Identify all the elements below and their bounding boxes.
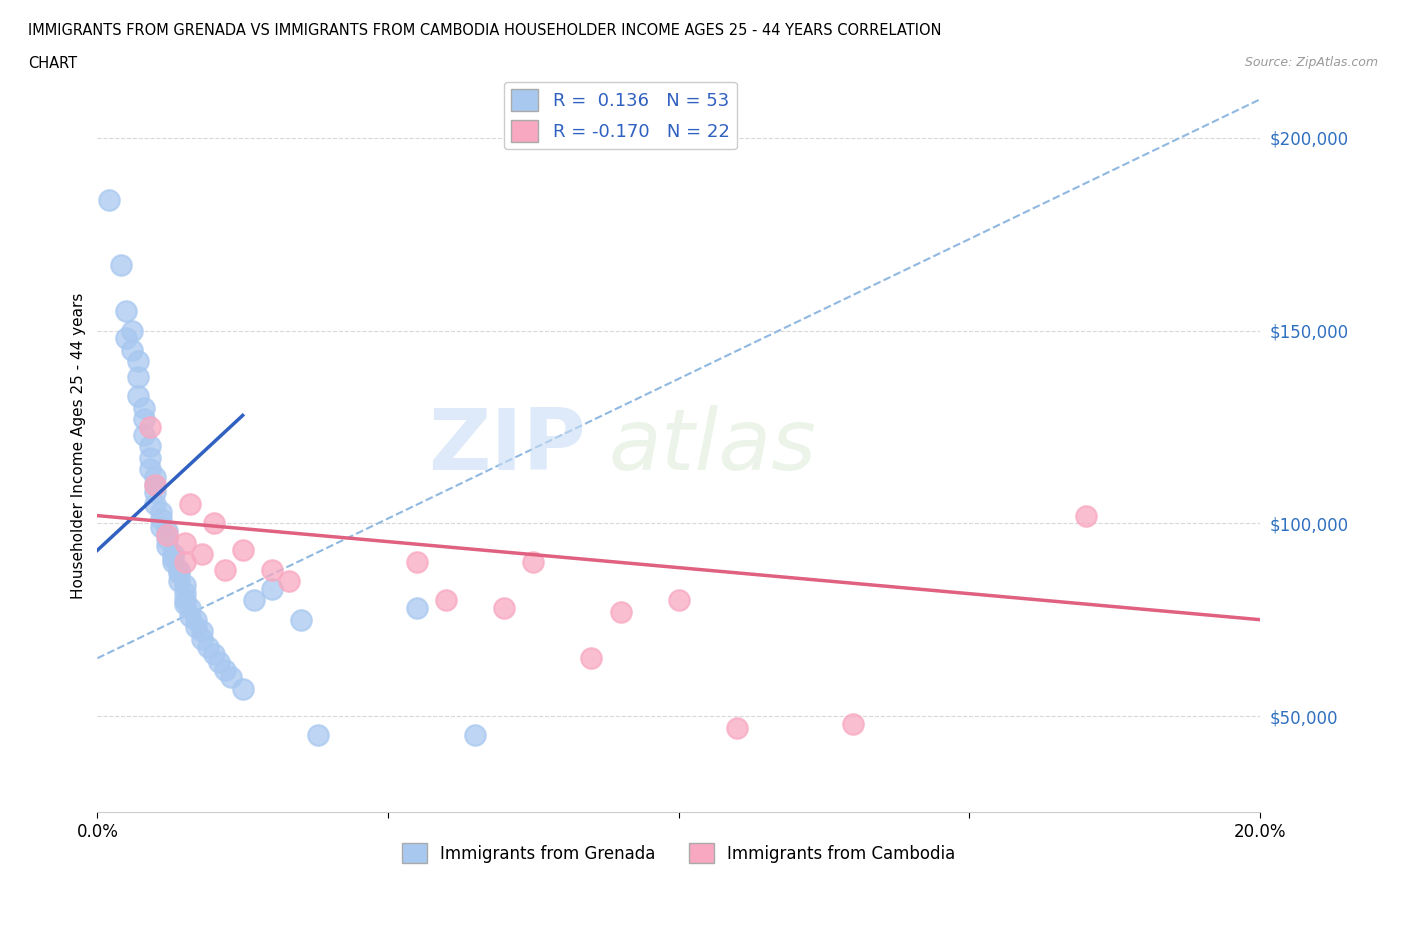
Point	[202, 516, 225, 531]
Point	[167, 562, 190, 577]
Point	[494, 601, 516, 616]
Point	[156, 539, 179, 554]
Point	[186, 620, 208, 635]
Point	[150, 504, 173, 519]
Point	[115, 304, 138, 319]
Point	[581, 651, 603, 666]
Point	[150, 520, 173, 535]
Point	[191, 631, 214, 646]
Point	[191, 624, 214, 639]
Point	[173, 597, 195, 612]
Point	[138, 462, 160, 477]
Point	[243, 593, 266, 608]
Point	[232, 682, 254, 697]
Point	[145, 477, 167, 492]
Point	[121, 342, 143, 357]
Point	[173, 585, 195, 600]
Point	[232, 543, 254, 558]
Point	[1074, 508, 1097, 523]
Point	[150, 512, 173, 527]
Point	[138, 419, 160, 434]
Point	[156, 531, 179, 546]
Point	[219, 670, 242, 684]
Point	[132, 427, 155, 442]
Point	[278, 574, 301, 589]
Point	[179, 601, 201, 616]
Point	[132, 400, 155, 415]
Point	[127, 354, 149, 369]
Point	[115, 331, 138, 346]
Point	[156, 524, 179, 538]
Point	[173, 593, 195, 608]
Point	[197, 639, 219, 654]
Y-axis label: Householder Income Ages 25 - 44 years: Householder Income Ages 25 - 44 years	[72, 293, 86, 600]
Point	[214, 662, 236, 677]
Point	[138, 439, 160, 454]
Text: IMMIGRANTS FROM GRENADA VS IMMIGRANTS FROM CAMBODIA HOUSEHOLDER INCOME AGES 25 -: IMMIGRANTS FROM GRENADA VS IMMIGRANTS FR…	[28, 23, 942, 38]
Point	[167, 574, 190, 589]
Point	[162, 554, 184, 569]
Point	[162, 547, 184, 562]
Point	[138, 450, 160, 465]
Point	[173, 578, 195, 592]
Point	[406, 554, 429, 569]
Point	[162, 551, 184, 565]
Point	[609, 604, 631, 619]
Point	[186, 612, 208, 627]
Point	[98, 193, 121, 207]
Point	[127, 369, 149, 384]
Point	[145, 477, 167, 492]
Point	[145, 470, 167, 485]
Point	[214, 562, 236, 577]
Text: Source: ZipAtlas.com: Source: ZipAtlas.com	[1244, 56, 1378, 69]
Point	[121, 324, 143, 339]
Point	[132, 412, 155, 427]
Point	[127, 389, 149, 404]
Point	[260, 562, 283, 577]
Point	[156, 527, 179, 542]
Point	[290, 612, 312, 627]
Point	[522, 554, 544, 569]
Text: ZIP: ZIP	[427, 405, 586, 487]
Point	[208, 655, 231, 670]
Text: atlas: atlas	[609, 405, 817, 487]
Point	[668, 593, 690, 608]
Point	[434, 593, 457, 608]
Point	[145, 497, 167, 512]
Point	[260, 581, 283, 596]
Point	[173, 554, 195, 569]
Legend: Immigrants from Grenada, Immigrants from Cambodia: Immigrants from Grenada, Immigrants from…	[395, 836, 962, 870]
Point	[842, 716, 865, 731]
Point	[110, 258, 132, 272]
Point	[307, 728, 329, 743]
Point	[406, 601, 429, 616]
Text: CHART: CHART	[28, 56, 77, 71]
Point	[725, 720, 748, 735]
Point	[179, 608, 201, 623]
Point	[167, 566, 190, 581]
Point	[202, 647, 225, 662]
Point	[173, 535, 195, 550]
Point	[191, 547, 214, 562]
Point	[145, 485, 167, 500]
Point	[464, 728, 486, 743]
Point	[179, 497, 201, 512]
